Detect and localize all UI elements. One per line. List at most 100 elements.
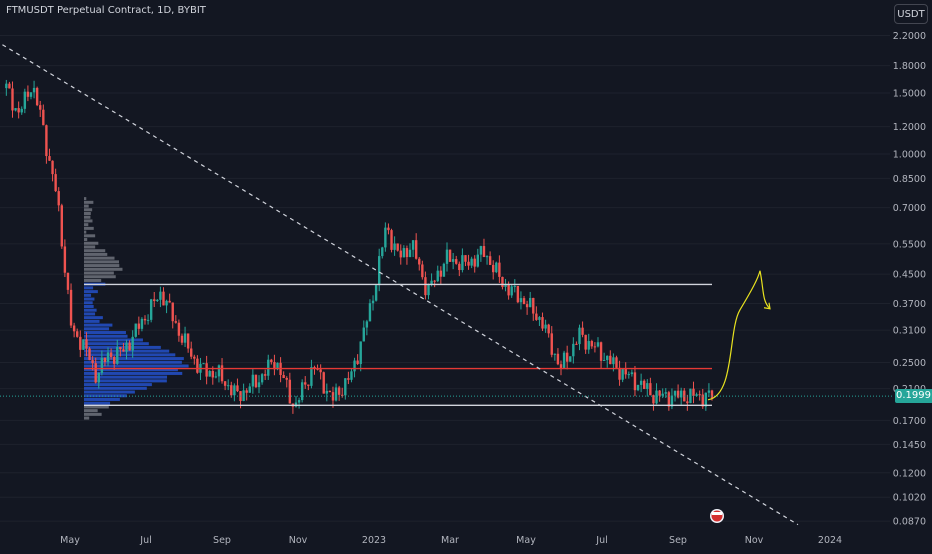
volume-profile-bar [84,397,120,401]
candle-body [513,285,516,287]
projection-arrowhead [763,302,771,310]
volume-profile-bar [84,256,115,260]
candle-body [695,394,698,396]
volume-profile-bar [84,371,183,375]
candle-body [550,333,553,355]
y-axis-tick-label: 0.1450 [893,440,926,451]
candle-body [393,243,396,250]
x-axis-tick-label: 2024 [818,535,842,546]
candle-body [103,357,107,362]
candle-body [334,387,338,401]
candle-body [538,317,541,320]
candle-body [214,376,218,378]
volume-profile-bar [84,360,182,364]
candle-body [661,393,664,396]
candle-body [307,384,310,386]
candle-body [254,374,258,388]
candle-body [602,360,606,362]
candle-body [442,263,446,277]
candle-body [652,395,655,404]
candle-body [606,355,609,361]
candle-body [371,300,375,304]
volume-profile-bar [84,245,96,249]
candle-body [149,299,153,320]
candle-body [405,248,409,258]
candle-body [658,390,661,396]
candle-body [66,272,70,290]
volume-profile-bar [84,275,116,279]
x-axis-tick-label: 2023 [362,535,386,546]
candle-body [667,392,671,407]
candle-body [248,386,251,393]
y-axis-tick-label: 1.5000 [893,89,926,100]
candle-body [504,284,507,287]
candle-body [251,374,255,387]
y-axis-tick-label: 0.5500 [893,239,926,250]
volume-profile-bar [84,226,94,230]
candle-body [353,360,356,372]
candle-body [137,323,141,329]
candle-body [439,270,443,277]
candle-body [76,331,79,337]
candle-body [63,246,67,273]
volume-profile-bar [84,331,126,335]
candle-body [467,261,470,266]
candle-body [528,297,532,308]
volume-profile-bar [84,260,119,264]
volume-profile-bar [84,219,93,223]
y-axis-tick-label: 0.4500 [893,270,926,281]
candle-body [205,363,208,377]
candle-body [273,362,276,370]
volume-profile-bar [84,334,128,338]
volume-profile-bar [84,230,87,234]
volume-profile-bar [84,308,97,312]
candle-body [183,333,187,343]
y-axis-tick-label: 1.8000 [893,61,926,72]
candle-body [569,356,572,362]
candle-body [112,357,116,364]
candle-body [79,336,82,350]
candle-body [479,246,483,255]
candle-body [85,339,88,349]
candle-body [525,304,529,308]
candle-body [134,323,137,337]
candle-body [399,250,402,258]
candle-body [495,262,498,273]
candle-body [461,255,464,271]
candle-body [304,382,307,385]
candle-body [233,385,236,396]
candle-body [396,243,399,251]
candle-body [522,298,526,305]
candle-body [408,249,412,258]
candle-body [97,372,100,383]
candle-body [193,356,196,359]
volume-profile-bar [84,357,184,361]
candle-body [11,88,14,111]
candle-body [701,394,704,407]
candle-body [492,264,495,273]
volume-profile-bar [84,290,98,294]
candle-body [562,352,566,368]
y-axis-tick-label: 2.2000 [893,31,926,42]
candle-body [35,87,39,106]
currency-button[interactable]: USDT [894,4,928,24]
candle-body [510,286,513,296]
candle-body [482,246,486,258]
volume-profile-bar [84,234,96,238]
trendline-dashed [0,42,799,526]
candle-body [692,388,695,396]
candle-body [424,277,427,296]
candle-body [624,368,627,375]
volume-profile-bar [84,323,113,327]
candle-body [322,372,325,394]
candle-body [356,360,359,365]
candle-body [615,357,618,368]
candle-body [618,367,621,380]
volume-profile-bar [84,304,94,308]
candle-body [20,108,23,113]
candle-body [294,402,298,407]
candle-body [106,352,110,362]
candle-body [679,390,683,398]
